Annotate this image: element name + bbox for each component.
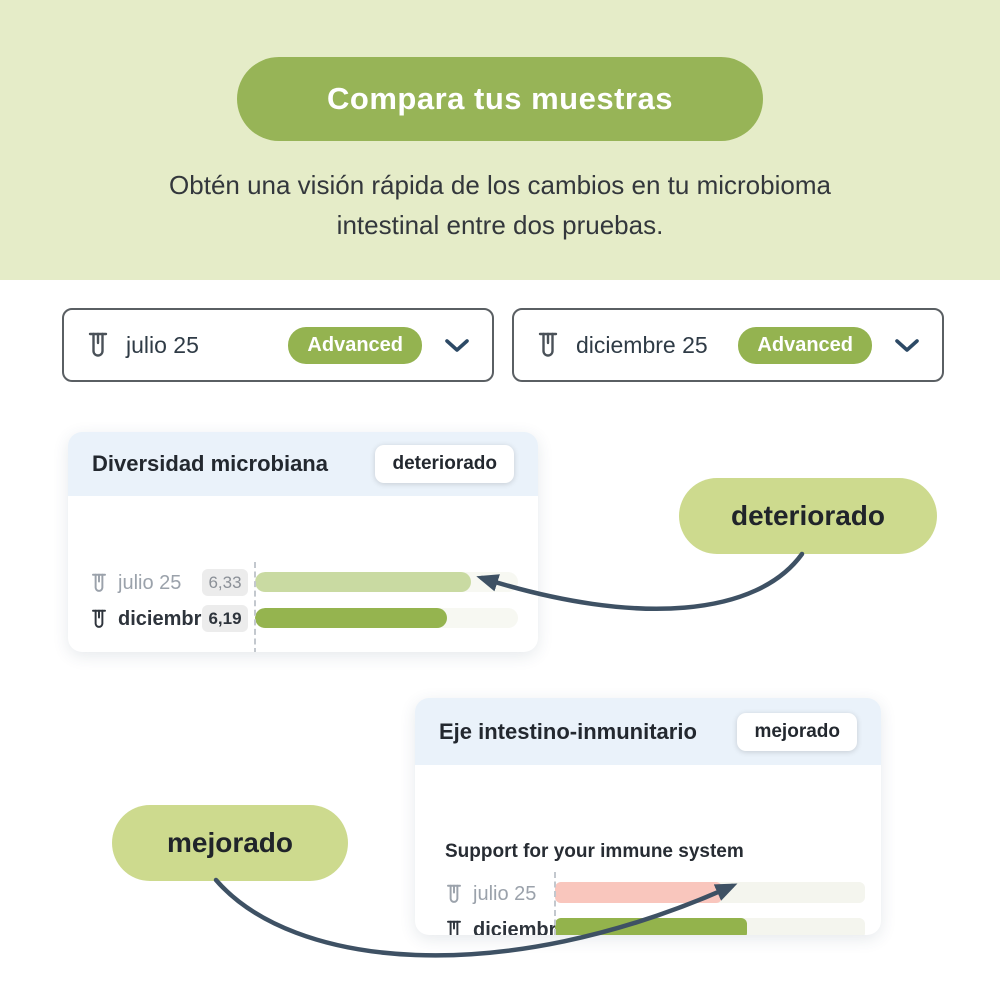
callout-mejorado: mejorado: [112, 805, 348, 881]
status-badge: deteriorado: [375, 445, 514, 483]
baseline-dashed: [254, 562, 256, 652]
advanced-badge: Advanced: [288, 326, 422, 364]
test-tube-icon: [536, 330, 560, 360]
callout-label: deteriorado: [730, 500, 886, 531]
sample-selector-julio[interactable]: julio 25 Advanced: [62, 308, 494, 382]
sample-name: diciembre 25: [576, 331, 708, 358]
chevron-down-icon[interactable]: [894, 338, 920, 353]
test-tube-icon: [90, 607, 108, 631]
card-eje-intestino-inmunitario: Eje intestino-inmunitario mejorado Suppo…: [415, 698, 881, 935]
row-julio: julio 25: [445, 882, 536, 906]
hero-description-line1: Obtén una visión rápida de los cambios e…: [169, 170, 831, 200]
hero-banner: Compara tus muestras Obtén una visión rá…: [0, 0, 1000, 280]
hero-description: Obtén una visión rápida de los cambios e…: [0, 165, 1000, 245]
hero-title: Compara tus muestras: [327, 81, 673, 116]
bar-fill-julio: [555, 882, 723, 903]
test-tube-icon: [445, 918, 463, 935]
test-tube-icon: [90, 571, 108, 595]
bar-track: [255, 608, 518, 628]
callout-label: mejorado: [166, 827, 294, 858]
bar-fill-julio: [255, 572, 471, 592]
card-body: Support for your immune system julio 25: [415, 765, 881, 935]
bar-track: [555, 882, 865, 903]
card-subtitle: Support for your immune system: [445, 841, 744, 862]
bar-fill-diciembre: [555, 918, 748, 935]
callout-deteriorado: deteriorado: [679, 478, 937, 554]
test-tube-icon: [86, 330, 110, 360]
bar-track: [255, 572, 518, 592]
row-julio: julio 25: [90, 571, 181, 595]
advanced-badge: Advanced: [738, 326, 872, 364]
hero-description-line2: intestinal entre dos pruebas.: [336, 210, 664, 240]
sample-name: julio 25: [126, 331, 199, 358]
card-title: Diversidad microbiana: [92, 451, 328, 476]
row-label: julio 25: [118, 571, 182, 594]
hero-title-pill: Compara tus muestras: [237, 57, 763, 141]
card-header: Eje intestino-inmunitario mejorado: [415, 698, 881, 765]
baseline-dashed: [554, 872, 556, 935]
card-header: Diversidad microbiana deteriorado: [68, 432, 538, 496]
value-badge: 6,33: [202, 569, 248, 596]
row-label: julio 25: [473, 882, 537, 905]
bar-track: [555, 918, 865, 935]
chevron-down-icon[interactable]: [444, 338, 470, 353]
bar-fill-diciembre: [255, 608, 447, 628]
sample-selector-diciembre[interactable]: diciembre 25 Advanced: [512, 308, 944, 382]
test-tube-icon: [445, 882, 463, 906]
card-body: julio 25 6,33 diciembre 25 6,19: [68, 496, 538, 652]
card-title: Eje intestino-inmunitario: [439, 718, 697, 744]
status-badge: mejorado: [737, 712, 857, 751]
value-badge: 6,19: [202, 605, 248, 632]
card-diversidad-microbiana: Diversidad microbiana deteriorado julio …: [68, 432, 538, 652]
